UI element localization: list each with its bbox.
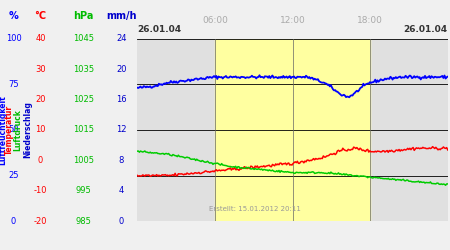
Text: 1035: 1035	[73, 65, 94, 74]
Text: Erstellt: 15.01.2012 20:11: Erstellt: 15.01.2012 20:11	[209, 206, 301, 212]
Text: 0: 0	[11, 217, 16, 226]
Text: 8: 8	[119, 156, 124, 165]
Text: 26.01.04: 26.01.04	[137, 25, 181, 34]
Text: 995: 995	[76, 186, 92, 195]
Text: 4: 4	[119, 186, 124, 195]
Text: 06:00: 06:00	[202, 16, 228, 25]
Text: 1005: 1005	[73, 156, 94, 165]
Text: 0: 0	[38, 156, 43, 165]
Text: %: %	[9, 11, 18, 21]
Text: 16: 16	[116, 95, 127, 104]
Text: 25: 25	[8, 171, 19, 180]
Text: -20: -20	[34, 217, 47, 226]
Text: 30: 30	[35, 65, 46, 74]
Text: 40: 40	[35, 34, 46, 43]
Text: 50: 50	[8, 126, 19, 134]
Text: mm/h: mm/h	[106, 11, 137, 21]
Text: 75: 75	[8, 80, 19, 89]
Text: -10: -10	[34, 186, 47, 195]
Text: 12: 12	[116, 126, 127, 134]
Text: 18:00: 18:00	[357, 16, 383, 25]
Text: 10: 10	[35, 126, 46, 134]
Text: °C: °C	[35, 11, 46, 21]
Text: 0: 0	[119, 217, 124, 226]
Text: 1025: 1025	[73, 95, 94, 104]
Text: 100: 100	[5, 34, 22, 43]
Text: 20: 20	[35, 95, 46, 104]
Text: 24: 24	[116, 34, 127, 43]
Text: 1045: 1045	[73, 34, 94, 43]
Bar	[215, 39, 370, 221]
Text: Luftfeuchtigkeit: Luftfeuchtigkeit	[0, 95, 7, 165]
Text: Temperatur: Temperatur	[4, 105, 13, 155]
Text: Niederschlag: Niederschlag	[23, 102, 32, 158]
Text: hPa: hPa	[73, 11, 94, 21]
Text: 20: 20	[116, 65, 127, 74]
Text: 985: 985	[76, 217, 92, 226]
Text: Luftdruck: Luftdruck	[14, 109, 22, 151]
Text: 12:00: 12:00	[279, 16, 306, 25]
Text: 26.01.04: 26.01.04	[404, 25, 448, 34]
Text: 1015: 1015	[73, 126, 94, 134]
